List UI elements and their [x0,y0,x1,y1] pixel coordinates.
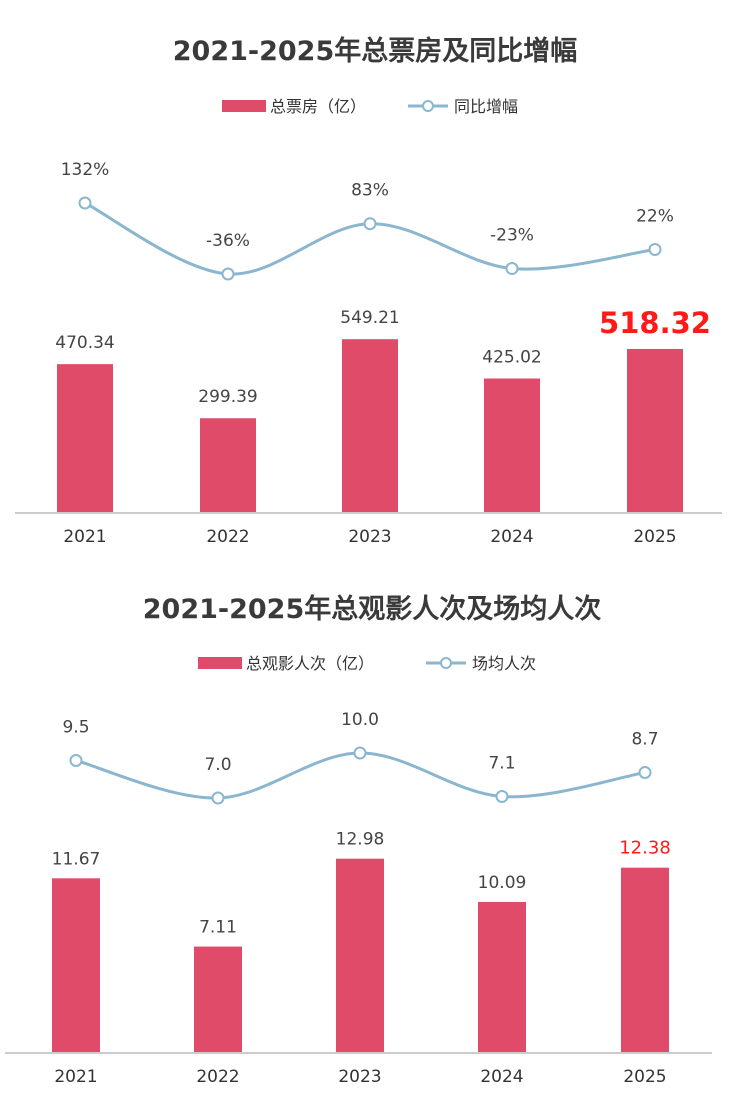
legend-bar-swatch [222,100,266,112]
series-line [75,751,646,800]
line-point-2024 [495,790,509,803]
x-tick-label: 2024 [480,1067,523,1087]
x-tick-label: 2021 [63,527,106,547]
line-point-2025 [648,242,662,256]
x-ticks-group: 2021 2022 2023 2024 2025 [54,1067,666,1087]
line-value-label: 22% [636,206,674,226]
bar-value-label: 425.02 [482,347,541,367]
bar-2023 [342,339,398,513]
x-tick-label: 2022 [206,527,249,547]
legend-bar-label: 总观影人次（亿） [246,654,374,673]
bar-value-label: 10.09 [478,873,527,893]
x-tick-label: 2023 [338,1067,381,1087]
legend-bar-label: 总票房（亿） [270,97,366,116]
x-tick-label: 2025 [623,1067,666,1087]
bar-value-label: 11.67 [52,849,101,869]
bar-2021 [52,878,100,1053]
x-tick-label: 2024 [490,527,533,547]
legend: 总票房（亿） 同比增幅 [222,97,518,116]
line-group: 132% -36% 83% -23% 22% [61,160,674,281]
bars-group: 470.34 299.39 549.21 425.02 518.32 [55,306,711,513]
line-group: 9.5 7.0 10.0 7.1 8.7 [62,710,659,805]
series-line [84,201,656,276]
legend-line-label: 场均人次 [472,654,536,673]
x-tick-label: 2023 [348,527,391,547]
legend-bar-swatch [198,657,242,669]
bar-value-label: 549.21 [340,308,399,328]
bar-2022 [194,946,242,1053]
x-tick-label: 2022 [196,1067,239,1087]
bar-value-label: 7.11 [199,918,237,938]
line-point-2022 [211,791,225,805]
bar-2023 [336,858,384,1053]
line-value-label: -36% [206,231,250,251]
bar-value-label: 518.32 [599,306,711,340]
line-point-2025 [638,766,652,779]
bar-value-label: 12.38 [619,838,671,859]
bar-value-label: 299.39 [198,387,257,407]
bars-group: 11.67 7.11 12.98 10.09 12.38 [52,830,671,1053]
legend-line-marker [440,657,452,669]
line-point-2021 [69,754,83,767]
line-value-label: 10.0 [341,710,379,730]
line-value-label: 7.0 [204,755,231,775]
bar-2022 [200,418,256,513]
chart-title: 2021-2025年总票房及同比增幅 [173,35,578,67]
chart-title: 2021-2025年总观影人次及场均人次 [143,593,602,625]
legend: 总观影人次（亿） 场均人次 [198,654,536,673]
line-value-label: 83% [351,181,389,201]
line-value-label: 8.7 [631,730,658,750]
legend-line-label: 同比增幅 [454,97,518,116]
line-point-2024 [505,262,519,276]
line-value-label: 9.5 [62,718,89,738]
x-ticks-group: 2021 2022 2023 2024 2025 [63,527,676,547]
line-point-2023 [353,746,367,760]
bar-2025 [621,867,669,1053]
chart-attendance: 2021-2025年总观影人次及场均人次 总观影人次（亿） 场均人次 11.67… [5,593,712,1087]
line-point-2022 [221,267,235,281]
line-value-label: -23% [490,226,534,246]
x-tick-label: 2025 [633,527,676,547]
x-tick-label: 2021 [54,1067,97,1087]
bar-2025 [627,348,683,513]
bar-value-label: 470.34 [55,333,114,353]
bar-2024 [478,901,526,1053]
line-point-2021 [78,196,92,210]
bar-value-label: 12.98 [336,830,385,850]
chart-box-office: 2021-2025年总票房及同比增幅 总票房（亿） 同比增幅 470.34 299… [15,35,722,547]
line-value-label: 132% [61,160,110,180]
line-value-label: 7.1 [488,754,515,774]
legend-line-marker [422,100,434,112]
bar-2021 [57,364,113,513]
bar-2024 [484,378,540,513]
line-point-2023 [363,217,377,231]
